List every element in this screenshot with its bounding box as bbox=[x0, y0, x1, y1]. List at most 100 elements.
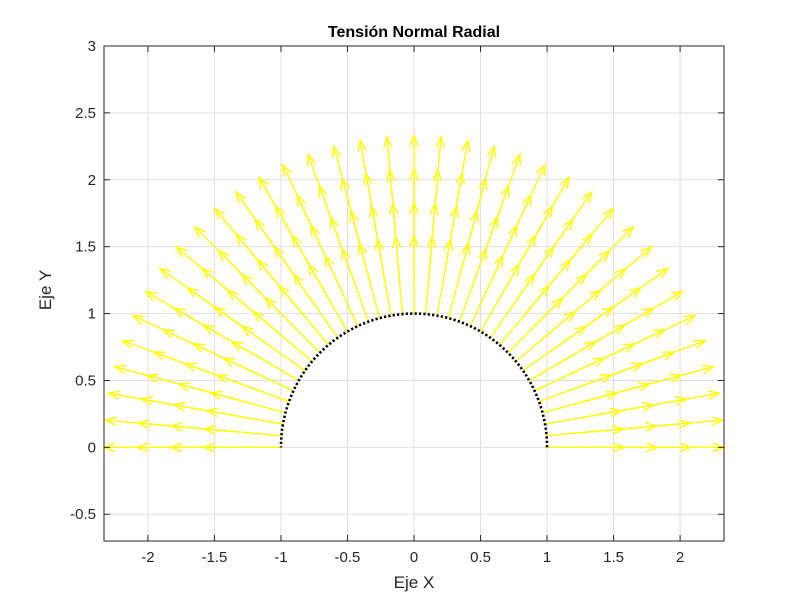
arrow bbox=[213, 207, 265, 269]
arrow-shaft bbox=[307, 154, 336, 228]
arrow-field bbox=[102, 133, 726, 453]
arrow-head bbox=[383, 134, 393, 149]
arrow bbox=[112, 364, 190, 388]
arrow bbox=[282, 163, 317, 236]
x-tick-label: -0.5 bbox=[335, 549, 361, 566]
arrow-shaft bbox=[214, 208, 265, 269]
arrow-head bbox=[106, 390, 121, 400]
arrow-head bbox=[112, 364, 127, 375]
arrow bbox=[193, 225, 250, 283]
arrow-shaft bbox=[145, 290, 213, 331]
arrow-shaft bbox=[632, 340, 706, 368]
arrow bbox=[120, 339, 196, 368]
arrow bbox=[143, 290, 213, 331]
arrow-shaft bbox=[529, 177, 570, 245]
arrow bbox=[453, 138, 471, 217]
arrow-head bbox=[235, 190, 247, 204]
arrow-shaft bbox=[645, 419, 723, 428]
y-tick-label: 2 bbox=[88, 172, 96, 189]
arrow-head bbox=[693, 339, 708, 349]
arrow bbox=[632, 339, 708, 368]
arrow bbox=[492, 152, 521, 228]
arrow-shaft bbox=[563, 208, 614, 269]
arrow-head bbox=[258, 175, 269, 190]
arrow bbox=[103, 416, 183, 428]
arrow-head bbox=[435, 134, 445, 149]
arrow bbox=[158, 267, 224, 314]
arrow bbox=[529, 175, 570, 245]
arrow-shaft bbox=[473, 146, 495, 222]
arrow-shaft bbox=[235, 191, 282, 256]
arrow-head bbox=[656, 267, 670, 279]
arrow-shaft bbox=[578, 226, 634, 283]
arrow-head bbox=[581, 190, 593, 204]
arrow-head bbox=[622, 225, 635, 238]
arrow-head bbox=[701, 364, 716, 375]
y-axis-label: Eje Y bbox=[36, 270, 55, 310]
arrow bbox=[433, 134, 445, 215]
arrow-head bbox=[282, 163, 292, 177]
arrow bbox=[383, 134, 395, 215]
arrow bbox=[409, 133, 419, 214]
arrow bbox=[106, 390, 185, 408]
arrow bbox=[473, 144, 497, 222]
arrow-shaft bbox=[282, 164, 317, 236]
arrow-shaft bbox=[624, 314, 696, 350]
arrow-shaft bbox=[604, 267, 669, 314]
arrow-shaft bbox=[108, 392, 185, 408]
arrow-shaft bbox=[511, 164, 546, 236]
arrow-head bbox=[511, 152, 521, 167]
y-tick-label: -0.5 bbox=[70, 506, 96, 523]
arrow-shaft bbox=[105, 419, 183, 428]
x-tick-label: 0 bbox=[410, 549, 418, 566]
arrow-shaft bbox=[359, 140, 375, 217]
arrow-shaft bbox=[643, 392, 720, 408]
chart-title: Tensión Normal Radial bbox=[328, 24, 500, 41]
arrow-shaft bbox=[176, 246, 237, 298]
arrow bbox=[546, 190, 593, 256]
arrow bbox=[638, 364, 716, 388]
arrow bbox=[331, 144, 355, 222]
arrow-head bbox=[103, 416, 117, 426]
arrow bbox=[563, 207, 615, 269]
arrow bbox=[604, 267, 670, 314]
boundary-semicircle bbox=[279, 312, 549, 448]
x-axis-label: Eje X bbox=[394, 573, 435, 592]
x-tick-label: -2 bbox=[141, 549, 154, 566]
y-tick-label: 1 bbox=[88, 306, 96, 323]
arrow-shaft bbox=[132, 314, 204, 350]
arrow bbox=[235, 190, 282, 256]
arrow-shaft bbox=[159, 267, 224, 314]
arrow-shaft bbox=[114, 365, 190, 388]
arrow-head bbox=[707, 390, 722, 400]
arrow-head bbox=[683, 314, 697, 325]
arrow-head bbox=[409, 133, 419, 147]
arrow bbox=[591, 245, 653, 298]
arrow-head bbox=[536, 163, 546, 177]
arrow-head bbox=[602, 207, 615, 220]
tick-labels: -2 -1.5 -1 -0.5 0 0.5 1 1.5 2 -0.5 0 0.5 1 1.5 2 2.5 3 bbox=[70, 38, 684, 566]
axes-box bbox=[103, 45, 725, 542]
arrow-head bbox=[158, 267, 172, 279]
x-tick-label: 1 bbox=[543, 549, 551, 566]
arrow-shaft bbox=[546, 191, 593, 256]
arrow bbox=[307, 152, 336, 228]
arrow bbox=[578, 225, 635, 283]
arrow bbox=[175, 245, 237, 298]
arrow-head bbox=[120, 339, 135, 349]
arrow bbox=[624, 314, 697, 350]
y-tick-label: 3 bbox=[88, 38, 96, 55]
arrow-head bbox=[711, 416, 725, 426]
arrow-shaft bbox=[492, 154, 521, 228]
y-tick-label: 1.5 bbox=[75, 239, 96, 256]
arrow-head bbox=[307, 152, 317, 167]
arrow-shaft bbox=[453, 140, 469, 217]
x-tick-label: -1 bbox=[274, 549, 287, 566]
arrow-head bbox=[175, 245, 188, 258]
arrow bbox=[615, 290, 685, 331]
arrow bbox=[357, 138, 375, 217]
x-tick-label: -1.5 bbox=[201, 549, 227, 566]
arrow-shaft bbox=[433, 136, 442, 215]
arrow bbox=[511, 163, 546, 236]
